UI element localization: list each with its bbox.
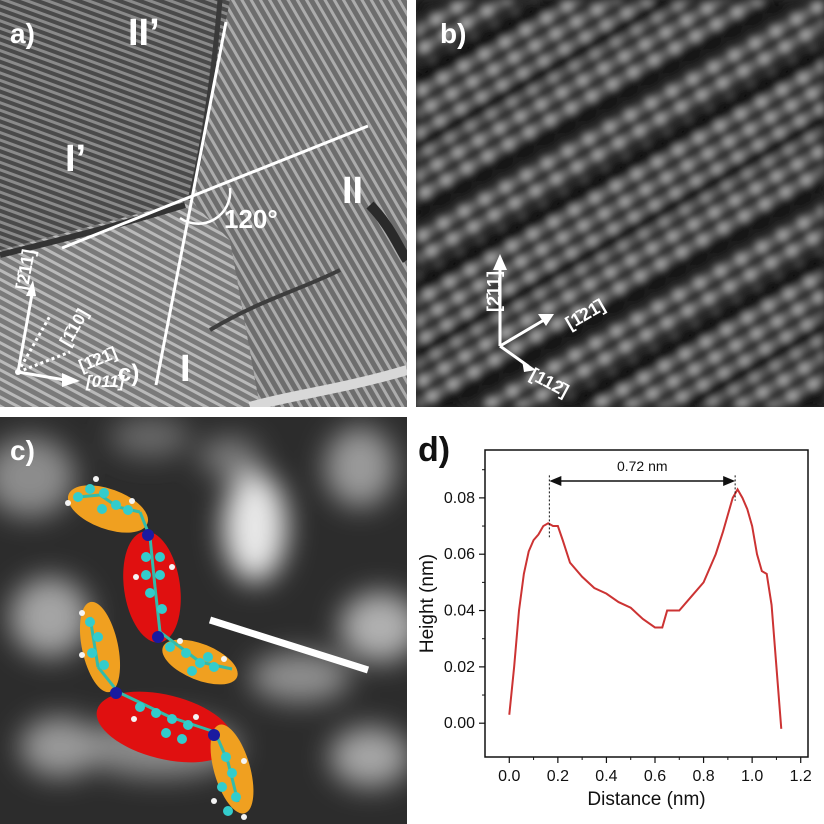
x-tick-label: 0.8 (692, 768, 714, 785)
height-profile-chart: 0.0 0.2 0.4 0.6 0.8 1.0 1.2 0.00 0.02 0.04 0.06 0.0… (417, 449, 812, 810)
distance-annotation: 0.72 nm (617, 458, 668, 474)
y-tick-label: 0.04 (444, 603, 475, 620)
domain-boundary-line-2 (61, 124, 369, 250)
panel-b-stm-highres: b) [2̄11] [1̄21̄] [112̄] (416, 0, 824, 407)
series-line (508, 487, 783, 729)
molecule-overlay (65, 476, 254, 820)
domain-label-ii-prime: II’ (128, 12, 160, 54)
y-tick-label: 0.08 (444, 490, 475, 507)
domain-boundary-line-1 (154, 21, 228, 386)
y-axis-label: Height (nm) (417, 554, 438, 653)
panel-label-c: c) (10, 435, 35, 466)
distance-arrow-head-left (549, 475, 562, 486)
panel-b-image (416, 0, 824, 407)
direction-label-b-211: [2̄11] (484, 270, 504, 312)
y-tick-label: 0.06 (444, 546, 475, 563)
panel-label-d: d) (418, 431, 451, 469)
x-tick-label: 1.2 (790, 768, 812, 785)
domain-label-ii: II (342, 170, 364, 212)
y-tick-label: 0.00 (444, 715, 475, 732)
panel-label-b: b) (440, 18, 467, 49)
panel-c-molecular-model: c) (0, 417, 407, 824)
x-tick-label: 0.4 (595, 768, 617, 785)
angle-arc (179, 187, 232, 225)
distance-arrow-head-right (723, 475, 736, 486)
direction-label-011: [011̄] (86, 372, 125, 391)
x-tick-label: 1.0 (741, 768, 763, 785)
panel-d-height-profile: 0.0 0.2 0.4 0.6 0.8 1.0 1.2 0.00 0.02 0.04 0.06 0.0… (412, 417, 824, 824)
y-tick-label: 0.02 (444, 659, 475, 676)
x-tick-label: 0.0 (498, 768, 520, 785)
plot-frame (484, 449, 809, 758)
x-axis-label: Distance (nm) (587, 789, 705, 810)
domain-label-i: I (180, 348, 191, 390)
panel-c-image (0, 417, 407, 824)
angle-label: 120° (224, 204, 278, 234)
x-tick-label: 0.2 (547, 768, 569, 785)
profile-line (208, 616, 370, 674)
x-tick-label: 0.6 (644, 768, 666, 785)
panel-a-stm-overview: a) II’ I’ II I 120° c) [2̄11] [1̄10] [1̄… (0, 0, 407, 407)
panel-label-a: a) (10, 18, 35, 49)
panel-a-image (0, 0, 407, 407)
domain-label-i-prime: I’ (65, 138, 87, 180)
stray-label-c: c) (118, 360, 140, 387)
